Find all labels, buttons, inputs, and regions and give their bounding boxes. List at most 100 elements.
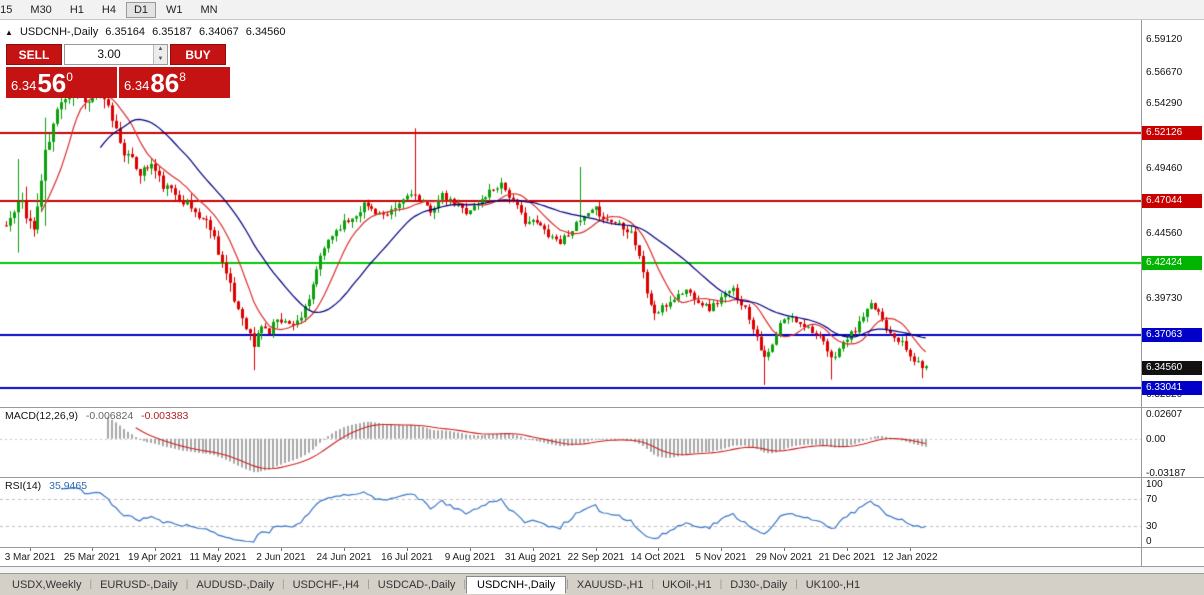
price-axis-label: 6.49460 — [1146, 162, 1183, 174]
chart-ohlc-header: ▲ USDCNH-,Daily 6.35164 6.35187 6.34067 … — [5, 26, 290, 38]
chart-tab-eurusd-daily[interactable]: EURUSD-,Daily — [100, 578, 178, 591]
time-axis-label: 22 Sep 2021 — [567, 552, 625, 563]
volume-increase-button[interactable]: ▲ — [154, 45, 167, 55]
macd-name: MACD(12,26,9) — [5, 410, 78, 422]
time-tick — [407, 548, 408, 551]
macd-axis-label: 0.00 — [1146, 433, 1166, 445]
timeframe-button-d1[interactable]: D1 — [125, 1, 156, 18]
price-axis-label: 6.54290 — [1146, 98, 1183, 110]
symbol-period-label: USDCNH-,Daily — [19, 26, 99, 38]
price-axis-border — [1141, 20, 1142, 566]
chart-tab-usdx-weekly[interactable]: USDX,Weekly — [12, 578, 82, 591]
chart-tab-dj30-daily[interactable]: DJ30-,Daily — [730, 578, 788, 591]
rsi-axis-label: 70 — [1146, 493, 1158, 505]
timeframe-button-h1[interactable]: H1 — [62, 2, 92, 18]
tab-separator: | — [566, 579, 569, 590]
sell-price-pip-digit: 0 — [66, 70, 73, 84]
tab-separator: | — [89, 579, 93, 590]
tab-separator: | — [281, 579, 285, 590]
time-tick — [847, 548, 848, 551]
ohlc-close: 6.34560 — [245, 26, 286, 38]
time-axis-label: 9 Aug 2021 — [444, 552, 496, 563]
time-tick — [470, 548, 471, 551]
price-level-badge: 6.42424 — [1142, 255, 1202, 270]
tab-separator: | — [367, 579, 370, 590]
collapse-pane-icon[interactable]: ▲ — [5, 28, 13, 37]
chart-tab-audusd-daily[interactable]: AUDUSD-,Daily — [196, 578, 274, 591]
time-tick — [910, 548, 911, 551]
time-tick — [92, 548, 93, 551]
time-axis-label: 29 Nov 2021 — [755, 552, 813, 563]
chart-tab-usdcad-daily[interactable]: USDCAD-,Daily — [377, 578, 456, 591]
chart-tab-ukoil-h1[interactable]: UKOil-,H1 — [662, 578, 712, 591]
price-axis-label: 6.56670 — [1146, 66, 1183, 78]
time-axis: 3 Mar 2021 25 Mar 2021 19 Apr 2021 11 May 2… — [0, 548, 1141, 566]
buy-price-big-digits: 86 — [150, 68, 180, 98]
time-tick — [784, 548, 785, 551]
time-tick — [658, 548, 659, 551]
buy-button[interactable]: BUY — [170, 44, 226, 65]
volume-field[interactable]: 3.00 ▲ ▼ — [64, 44, 168, 65]
tab-separator: | — [651, 579, 655, 590]
macd-value: -0.006824 — [85, 410, 134, 422]
price-chart-canvas[interactable] — [0, 20, 1141, 547]
rsi-indicator-label: RSI(14) 35.9465 — [5, 480, 87, 492]
time-axis-label: 12 Jan 2022 — [882, 552, 938, 563]
timeframe-button-m15[interactable]: M15 — [0, 2, 20, 18]
timeframe-toolbar: M15M30H1H4D1W1MN — [0, 0, 1204, 20]
ohlc-high: 6.35187 — [152, 26, 192, 38]
time-tick — [155, 548, 156, 551]
time-tick — [596, 548, 597, 551]
chart-tab-uk100-h1[interactable]: UK100-,H1 — [805, 578, 861, 591]
sell-price-display[interactable]: 6.34 56 0 — [6, 67, 117, 98]
time-axis-label: 19 Apr 2021 — [128, 552, 182, 563]
time-axis-label: 3 Mar 2021 — [4, 552, 56, 563]
timeframe-button-m30[interactable]: M30 — [22, 2, 59, 18]
time-tick — [218, 548, 219, 551]
price-level-badge: 6.47044 — [1142, 194, 1202, 209]
chart-tab-usdcnh-daily[interactable]: USDCNH-,Daily — [466, 575, 567, 594]
buy-price-pip-digit: 8 — [179, 70, 186, 84]
tab-separator: | — [185, 579, 189, 590]
timeframe-button-w1[interactable]: W1 — [158, 2, 191, 18]
time-axis-label: 24 Jun 2021 — [316, 552, 372, 563]
buy-price-prefix: 6.34 — [124, 78, 150, 93]
tab-separator: | — [795, 579, 798, 590]
rsi-value: 35.9465 — [49, 480, 88, 492]
pane-separator[interactable] — [0, 477, 1204, 478]
rsi-axis-label: 0 — [1146, 536, 1152, 547]
time-tick — [281, 548, 282, 551]
chart-tab-usdchf-h4[interactable]: USDCHF-,H4 — [292, 578, 360, 591]
sell-button[interactable]: SELL — [6, 44, 62, 65]
time-axis-label: 2 Jun 2021 — [256, 552, 306, 563]
timeframe-button-mn[interactable]: MN — [193, 2, 226, 18]
time-tick — [30, 548, 31, 551]
price-axis-label: 6.59120 — [1146, 33, 1183, 45]
tab-separator: | — [463, 579, 467, 590]
macd-axis-label: -0.03187 — [1146, 468, 1186, 480]
chart-tab-xauusd-h1[interactable]: XAUUSD-,H1 — [576, 578, 644, 591]
rsi-axis-label: 30 — [1146, 521, 1158, 533]
rsi-axis-label: 100 — [1146, 479, 1163, 490]
timeframe-button-h4[interactable]: H4 — [94, 2, 124, 18]
price-level-badge: 6.33041 — [1142, 381, 1202, 396]
buy-price-display[interactable]: 6.34 86 8 — [119, 67, 230, 98]
time-tick — [721, 548, 722, 551]
time-tick — [344, 548, 345, 551]
sell-price-big-digits: 56 — [37, 68, 67, 98]
volume-decrease-button[interactable]: ▼ — [154, 54, 167, 64]
price-axis-label: 6.39730 — [1146, 292, 1183, 304]
time-axis-label: 14 Oct 2021 — [630, 552, 686, 563]
volume-value[interactable]: 3.00 — [97, 47, 121, 61]
macd-axis-label: 0.02607 — [1146, 409, 1183, 420]
time-axis-label: 5 Nov 2021 — [695, 552, 747, 563]
time-axis-label: 16 Jul 2021 — [381, 552, 433, 563]
time-tick — [533, 548, 534, 551]
one-click-trading-panel: SELL 3.00 ▲ ▼ BUY 6.34 56 0 6.34 86 8 — [6, 44, 230, 98]
chart-tab-bar: USDX,Weekly | EURUSD-,Daily | AUDUSD-,Daily |… — [0, 573, 1204, 595]
pane-separator[interactable] — [0, 407, 1204, 408]
time-axis-label: 21 Dec 2021 — [818, 552, 876, 563]
rsi-name: RSI(14) — [5, 480, 42, 492]
price-level-badge: 6.37063 — [1142, 327, 1202, 342]
